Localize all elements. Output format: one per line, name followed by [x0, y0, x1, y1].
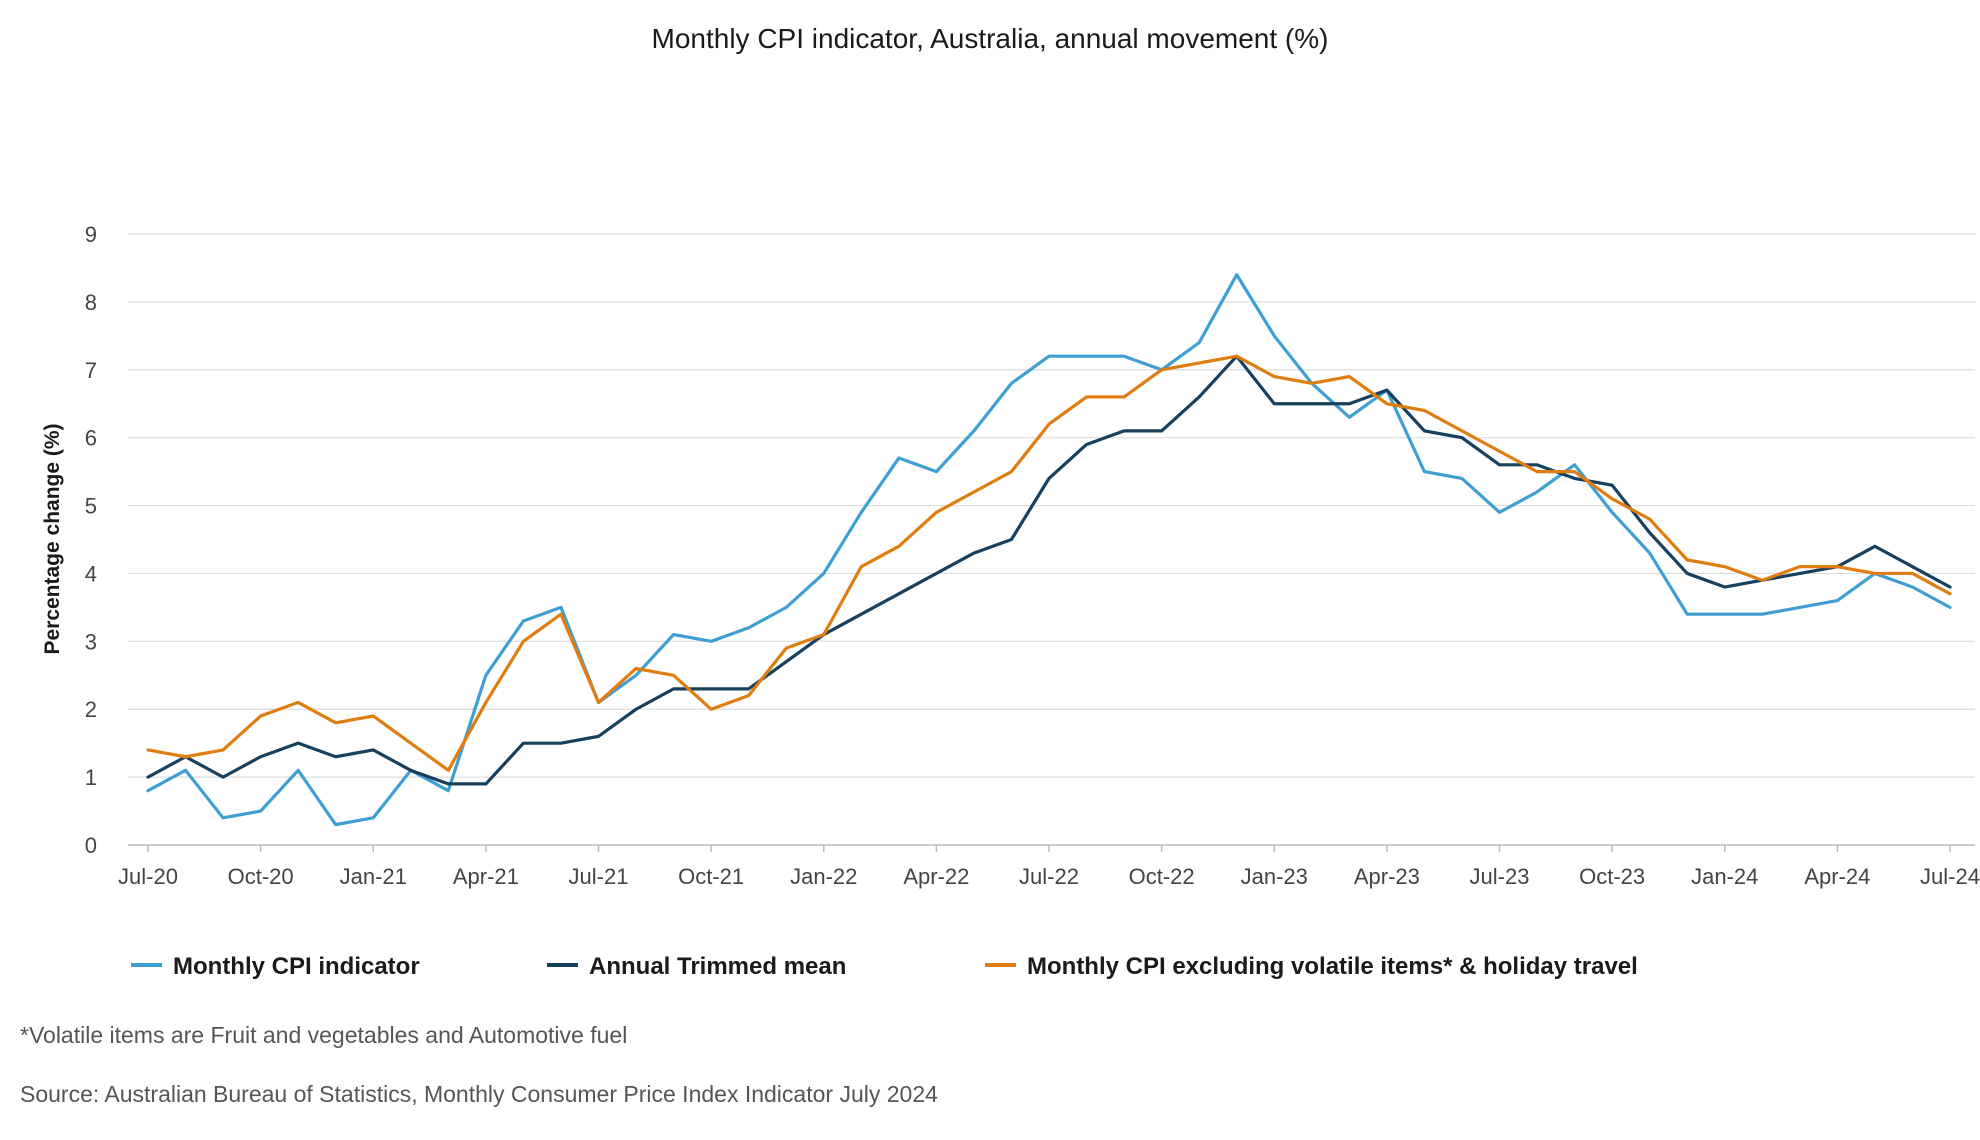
series-line-trimmed-mean [146, 354, 1952, 786]
y-tick-label: 6 [85, 426, 97, 451]
y-tick-label: 2 [85, 697, 97, 722]
chart-title: Monthly CPI indicator, Australia, annual… [652, 23, 1329, 54]
x-tick-label: Oct-22 [1129, 864, 1195, 889]
x-tick-label: Apr-23 [1354, 864, 1420, 889]
y-axis-ticks: 0 1 2 3 4 5 6 7 8 9 [85, 222, 97, 858]
x-tick-label: Apr-21 [453, 864, 519, 889]
x-axis-ticks: Jul-20 Oct-20 Jan-21 Apr-21 Jul-21 Oct-21 Jan-… [118, 845, 1980, 889]
y-tick-label: 7 [85, 358, 97, 383]
x-tick-label: Apr-22 [903, 864, 969, 889]
y-axis-label: Percentage change (%) [41, 423, 64, 654]
y-tick-label: 8 [85, 290, 97, 315]
x-tick-label: Jul-20 [118, 864, 178, 889]
x-tick-label: Oct-21 [678, 864, 744, 889]
x-tick-label: Jul-23 [1470, 864, 1530, 889]
footnote: *Volatile items are Fruit and vegetables… [20, 1022, 627, 1048]
y-tick-label: 0 [85, 833, 97, 858]
legend-label-excl-volatile: Monthly CPI excluding volatile items* & … [1027, 953, 1638, 980]
x-tick-label: Jul-24 [1920, 864, 1980, 889]
y-tick-label: 1 [85, 765, 97, 790]
x-tick-label: Jan-21 [340, 864, 407, 889]
legend: Monthly CPI indicator Annual Trimmed mea… [131, 953, 1638, 980]
y-tick-label: 5 [85, 494, 97, 519]
x-tick-label: Jan-22 [790, 864, 857, 889]
x-tick-label: Jan-24 [1691, 864, 1758, 889]
x-tick-label: Oct-20 [228, 864, 294, 889]
x-tick-label: Apr-24 [1804, 864, 1870, 889]
y-tick-label: 4 [85, 561, 97, 586]
series-line-excl-volatile [146, 354, 1952, 772]
series-lines [146, 273, 1952, 827]
source-note: Source: Australian Bureau of Statistics,… [20, 1081, 938, 1107]
gridlines [128, 233, 1975, 846]
x-tick-label: Jan-23 [1241, 864, 1308, 889]
series-line-monthly-cpi [146, 273, 1952, 827]
x-tick-label: Jul-21 [569, 864, 629, 889]
y-tick-label: 9 [85, 222, 97, 247]
legend-label-monthly-cpi: Monthly CPI indicator [173, 953, 420, 980]
y-tick-label: 3 [85, 629, 97, 654]
x-tick-label: Oct-23 [1579, 864, 1645, 889]
x-tick-label: Jul-22 [1019, 864, 1079, 889]
legend-label-trimmed-mean: Annual Trimmed mean [589, 953, 846, 980]
